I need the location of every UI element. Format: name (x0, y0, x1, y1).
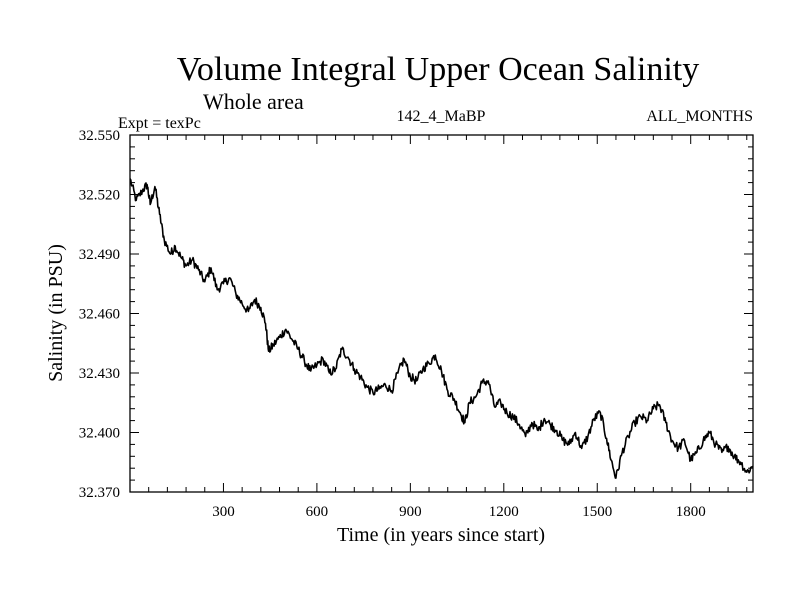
x-tick-label: 300 (212, 504, 235, 520)
y-tick-label: 32.370 (79, 485, 120, 501)
y-tick-label: 32.400 (79, 426, 120, 442)
run-label: 142_4_MaBP (397, 108, 486, 125)
chart-title: Volume Integral Upper Ocean Salinity (177, 51, 699, 88)
x-axis-label: Time (in years since start) (337, 524, 545, 546)
expt-label: Expt = texPc (118, 115, 201, 132)
months-label: ALL_MONTHS (646, 108, 753, 125)
x-tick-label: 1500 (582, 504, 612, 520)
y-tick-label: 32.490 (79, 247, 120, 263)
axis-ticks (130, 134, 753, 493)
y-axis-label: Salinity (in PSU) (45, 244, 67, 382)
y-tick-label: 32.550 (79, 128, 120, 144)
plot-frame (129, 134, 754, 493)
chart-subtitle: Whole area (203, 89, 304, 114)
series-line-salinity (129, 178, 754, 479)
y-tick-label: 32.520 (79, 188, 120, 204)
y-tick-label: 32.460 (79, 307, 120, 323)
y-tick-label: 32.430 (79, 366, 120, 382)
x-tick-label: 1800 (676, 504, 706, 520)
x-tick-label: 600 (306, 504, 329, 520)
x-tick-label: 1200 (489, 504, 519, 520)
x-tick-label: 900 (399, 504, 422, 520)
axis-tick-labels: 300 600 900 1200 1500 1800 32.370 32.400 32.430 3… (79, 128, 706, 520)
